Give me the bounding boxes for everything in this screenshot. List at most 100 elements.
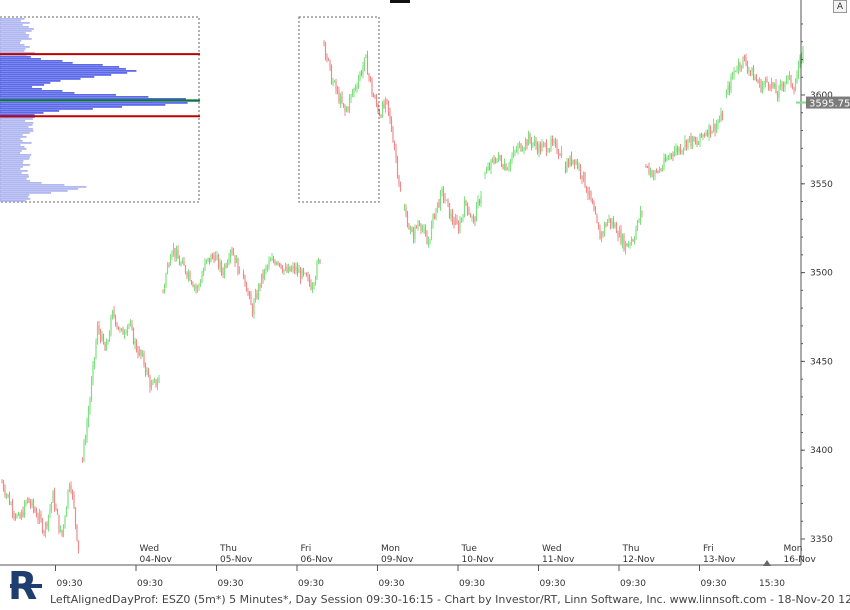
candle-body — [682, 148, 685, 151]
candle-body — [606, 220, 609, 226]
candle-body — [433, 214, 436, 219]
candle-body — [688, 136, 691, 139]
candle-body — [20, 511, 23, 519]
candle-body — [302, 269, 305, 274]
candle-body — [496, 158, 498, 163]
candle-body — [281, 268, 284, 272]
candle-body — [204, 261, 206, 271]
candle-body — [389, 111, 391, 120]
candle-body — [751, 68, 753, 72]
candle-body — [147, 369, 150, 377]
candle-body — [627, 243, 630, 247]
candle-body — [460, 217, 463, 221]
candle-body — [105, 341, 108, 351]
time-label: 09:30 — [298, 579, 324, 589]
profile-bar — [0, 142, 32, 144]
candle-body — [441, 189, 443, 192]
time-label: 09:30 — [57, 579, 83, 589]
candle-body — [411, 228, 413, 232]
candle-body — [222, 271, 224, 276]
candle-body — [383, 103, 385, 108]
candle-body — [614, 224, 616, 227]
candle-body — [757, 80, 759, 84]
candle-body — [359, 72, 361, 80]
candle-body — [518, 143, 521, 146]
candle-body — [330, 66, 333, 84]
candle-body — [257, 284, 260, 298]
candle-body — [444, 198, 446, 201]
candle-body — [162, 290, 164, 292]
candle-body — [778, 86, 780, 98]
candle-body — [752, 68, 755, 81]
profile-bar — [0, 138, 21, 140]
candle-body — [119, 329, 121, 331]
candle-body — [344, 106, 346, 112]
candle-body — [530, 140, 533, 146]
candle-body — [773, 83, 776, 87]
candle-body — [208, 257, 211, 263]
candle-body — [685, 140, 688, 148]
candle-body — [681, 150, 683, 153]
candle-body — [375, 97, 378, 105]
candle-body — [327, 58, 330, 61]
candle-body — [717, 122, 719, 125]
candle-body — [459, 220, 461, 232]
candle-body — [89, 399, 91, 411]
candle-body — [289, 266, 291, 272]
profile-bar — [0, 48, 26, 50]
candles-layer — [1, 40, 804, 554]
candle-body — [560, 150, 563, 156]
candle-body — [242, 272, 245, 276]
day-label-weekday: Thu — [622, 544, 640, 554]
candle-body — [55, 508, 57, 510]
candle-body — [740, 67, 743, 69]
candle-body — [360, 72, 363, 75]
candle-body — [368, 74, 370, 77]
candle-body — [664, 158, 667, 161]
candle-body — [725, 92, 728, 95]
profile-bar — [0, 160, 24, 162]
logo-icon: R — [8, 564, 42, 608]
profile-bar — [0, 64, 103, 66]
candle-body — [87, 410, 90, 423]
candle-body — [366, 54, 369, 75]
candle-body — [61, 529, 63, 536]
candle-body — [763, 82, 765, 86]
candle-body — [532, 143, 534, 146]
candle-body — [181, 260, 184, 264]
profile-box — [298, 16, 380, 203]
candle-body — [693, 136, 695, 142]
candle-body — [500, 159, 503, 166]
candle-body — [655, 170, 658, 172]
profile-bar — [0, 24, 23, 26]
candle-body — [703, 134, 706, 136]
candle-body — [533, 140, 536, 144]
day-label-date: 13-Nov — [703, 555, 736, 565]
time-label: 09:30 — [218, 579, 244, 589]
profile-bar — [0, 180, 31, 182]
candle-body — [635, 229, 637, 239]
price-tick-label: 3600 — [810, 91, 833, 101]
profile-bar — [0, 52, 36, 54]
candle-body — [609, 218, 612, 225]
profile-bar — [0, 172, 22, 174]
candle-body — [802, 47, 804, 62]
candle-body — [122, 328, 124, 335]
profile-bar — [0, 44, 25, 46]
candle-body — [550, 138, 552, 149]
time-label: 09:30 — [379, 579, 405, 589]
candle-body — [454, 218, 457, 225]
autoscale-button[interactable]: A — [833, 0, 847, 13]
candle-body — [284, 267, 287, 270]
candle-body — [213, 256, 215, 261]
candle-body — [708, 125, 710, 136]
candle-body — [220, 262, 223, 272]
candle-body — [317, 259, 320, 263]
candle-body — [40, 513, 42, 520]
candle-body — [190, 280, 193, 284]
candle-body — [132, 328, 135, 345]
candle-body — [462, 217, 464, 219]
candle-body — [178, 258, 181, 266]
